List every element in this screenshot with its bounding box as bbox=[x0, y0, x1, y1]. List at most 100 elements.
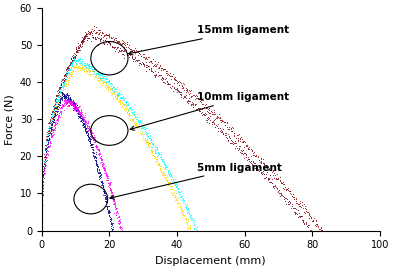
Point bbox=[68, 100, 74, 104]
Point bbox=[151, 144, 158, 148]
Point bbox=[65, 93, 71, 97]
Point bbox=[156, 163, 162, 167]
Point bbox=[83, 121, 90, 125]
Point bbox=[64, 69, 70, 73]
Point bbox=[126, 52, 132, 56]
Point bbox=[141, 127, 147, 131]
Point bbox=[61, 98, 67, 103]
Point bbox=[188, 215, 194, 219]
Point bbox=[70, 56, 77, 60]
Point bbox=[73, 103, 80, 107]
Point bbox=[308, 228, 314, 233]
Point bbox=[108, 81, 114, 86]
Point bbox=[52, 99, 58, 104]
Point bbox=[81, 122, 87, 126]
Point bbox=[50, 107, 57, 112]
Point bbox=[79, 119, 86, 123]
Point bbox=[91, 28, 97, 32]
Point bbox=[96, 147, 102, 151]
Point bbox=[161, 171, 167, 176]
Point bbox=[245, 157, 252, 161]
Point bbox=[108, 190, 114, 194]
Point bbox=[44, 155, 50, 159]
Point bbox=[118, 42, 124, 46]
Point bbox=[292, 199, 299, 204]
Point bbox=[87, 126, 93, 130]
Point bbox=[57, 85, 64, 89]
Point bbox=[108, 188, 114, 193]
Point bbox=[154, 159, 160, 163]
Point bbox=[49, 111, 55, 116]
Point bbox=[81, 124, 87, 129]
Point bbox=[199, 98, 205, 102]
Point bbox=[309, 228, 315, 233]
Point bbox=[242, 140, 248, 144]
Point bbox=[106, 183, 112, 188]
Point bbox=[45, 153, 51, 158]
Point bbox=[93, 29, 99, 34]
Point bbox=[53, 106, 59, 110]
Point bbox=[75, 45, 81, 49]
Point bbox=[62, 94, 68, 99]
Point bbox=[207, 118, 213, 123]
Point bbox=[120, 49, 127, 53]
Point bbox=[106, 40, 112, 45]
Point bbox=[200, 98, 206, 103]
Point bbox=[86, 36, 92, 40]
Point bbox=[116, 214, 122, 218]
Point bbox=[53, 96, 59, 100]
Point bbox=[78, 39, 84, 44]
Point bbox=[224, 125, 230, 130]
Point bbox=[109, 88, 115, 93]
Point bbox=[130, 121, 137, 125]
Point bbox=[177, 203, 183, 208]
Point bbox=[42, 146, 48, 151]
Point bbox=[57, 82, 63, 87]
Point bbox=[88, 145, 94, 150]
Point bbox=[183, 96, 189, 100]
Point bbox=[157, 163, 163, 168]
Point bbox=[129, 117, 136, 121]
Point bbox=[236, 132, 242, 137]
Point bbox=[48, 125, 54, 130]
Point bbox=[303, 221, 309, 225]
Point bbox=[246, 156, 252, 161]
Point bbox=[86, 136, 92, 140]
Point bbox=[60, 84, 66, 88]
Point bbox=[152, 62, 158, 66]
Point bbox=[47, 131, 53, 136]
Point bbox=[58, 86, 64, 91]
Point bbox=[78, 61, 84, 65]
Point bbox=[44, 139, 51, 144]
Point bbox=[230, 130, 237, 135]
Point bbox=[244, 143, 250, 148]
Point bbox=[69, 99, 75, 104]
Point bbox=[92, 37, 99, 41]
Point bbox=[78, 40, 84, 44]
Point bbox=[187, 227, 193, 231]
Point bbox=[101, 162, 107, 166]
Point bbox=[288, 191, 294, 196]
Point bbox=[70, 55, 76, 59]
Point bbox=[59, 80, 65, 84]
Point bbox=[115, 40, 121, 44]
Point bbox=[66, 93, 72, 98]
Point bbox=[111, 91, 117, 95]
Point bbox=[196, 96, 203, 100]
Point bbox=[58, 104, 64, 109]
Point bbox=[174, 90, 180, 94]
Point bbox=[68, 66, 74, 70]
Point bbox=[111, 85, 118, 89]
Point bbox=[38, 228, 44, 232]
Point bbox=[54, 101, 61, 106]
Point bbox=[111, 46, 118, 50]
Point bbox=[49, 134, 55, 138]
Point bbox=[76, 46, 82, 50]
Point bbox=[78, 113, 84, 117]
Point bbox=[160, 79, 167, 84]
Point bbox=[129, 49, 136, 53]
Point bbox=[127, 107, 133, 111]
Point bbox=[168, 191, 174, 195]
Point bbox=[66, 96, 72, 101]
Point bbox=[102, 38, 108, 42]
